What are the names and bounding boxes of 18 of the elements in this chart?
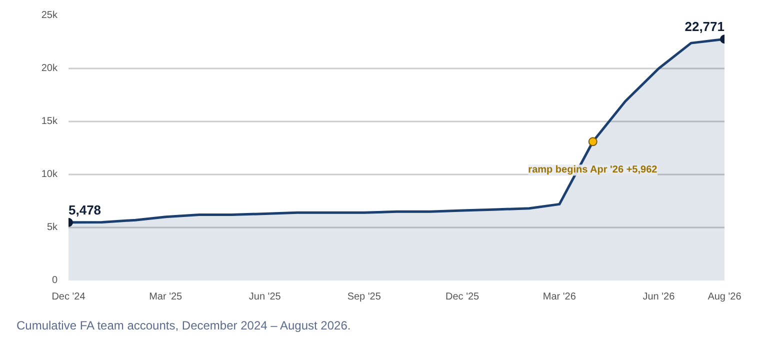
text: Cumulative FA team accounts, December 2024 – August 2026.: [16, 318, 351, 332]
y-tick-label: 0: [52, 275, 58, 286]
data-label: 22,771: [684, 19, 725, 34]
y-tick-label: 15k: [41, 116, 58, 127]
x-tick-label: Sep '25: [347, 292, 382, 302]
y-tick-label: 25k: [41, 10, 58, 21]
y-tick-label: 20k: [41, 63, 58, 74]
annotation: ramp begins Apr '26 +5,962: [528, 164, 658, 176]
x-tick-label: Aug '26: [708, 292, 742, 302]
data-label: 5,478: [68, 202, 102, 218]
x-tick-label: Jun '25: [248, 292, 282, 302]
y-tick-label: 5k: [46, 222, 58, 233]
y-tick-label: 10k: [41, 169, 58, 180]
x-tick-label: Dec '25: [446, 292, 480, 302]
x-tick-label: Dec '24: [52, 292, 86, 302]
x-tick-label: Mar '26: [542, 292, 576, 302]
x-tick-label: Mar '25: [149, 292, 183, 302]
x-tick-label: Jun '26: [642, 292, 676, 302]
